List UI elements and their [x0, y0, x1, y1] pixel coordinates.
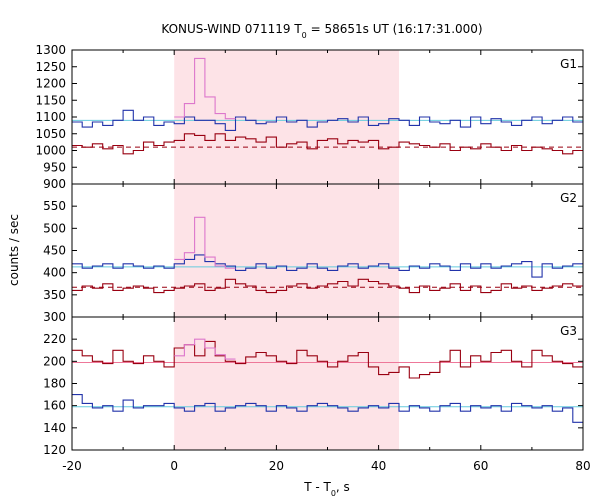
y-tick-label: 1200 [35, 77, 66, 91]
panel-frame [71, 316, 584, 451]
y-tick-label: 1000 [35, 144, 66, 158]
x-tick-label: 40 [371, 459, 386, 473]
series-pink [174, 338, 236, 360]
panel-g1: 900 950 1000 1050 1100 1150 1200 1250 1300 G1 [35, 43, 584, 191]
x-tick-label: 60 [473, 459, 488, 473]
y-tick-label: 180 [43, 377, 66, 391]
panel-label: G3 [560, 324, 577, 338]
y-tick-label: 160 [43, 399, 66, 413]
y-tick-label: 1250 [35, 60, 66, 74]
series-pink [174, 216, 236, 269]
x-tick-label: 80 [575, 459, 590, 473]
series-red [72, 278, 583, 294]
series-blue [72, 394, 583, 423]
highlight-interval [174, 317, 400, 450]
y-tick-label: 550 [43, 199, 66, 213]
y-axis-label: counts / sec [7, 214, 21, 286]
x-axis-label: T - T0, s [303, 480, 350, 498]
series-blue [72, 109, 583, 131]
panel-label: G2 [560, 191, 577, 205]
panel-g2: 300 350 400 450 500 550 G2 [43, 183, 584, 324]
y-tick-label: 950 [43, 160, 66, 174]
y-tick-label: 300 [43, 310, 66, 324]
y-tick-label: 220 [43, 332, 66, 346]
y-tick-label: 140 [43, 421, 66, 435]
series-red [72, 133, 583, 155]
panel-label: G1 [560, 57, 577, 71]
y-tick-label: 350 [43, 288, 66, 302]
y-tick-label: 900 [43, 177, 66, 191]
panel-g3: 120 140 160 180 200 220 G3 [43, 316, 584, 457]
series-red [72, 340, 583, 379]
series-blue [72, 254, 583, 278]
panels-layer: 9009501000105011001150120012501300G13003… [35, 43, 584, 457]
y-tick-label: 450 [43, 244, 66, 258]
y-tick-label: 120 [43, 443, 66, 457]
x-tick-label: 0 [170, 459, 178, 473]
y-tick-label: 1050 [35, 127, 66, 141]
chart-title: KONUS-WIND 071119 T0 = 58651s UT (16:17:… [161, 22, 482, 40]
y-tick-label: 1150 [35, 93, 66, 107]
series-pink [174, 57, 236, 120]
y-tick-label: 500 [43, 221, 66, 235]
y-tick-label: 1100 [35, 110, 66, 124]
x-tick-label: -20 [62, 459, 82, 473]
x-tick-labels: -20 0 20 40 60 80 [62, 459, 590, 473]
highlight-interval [174, 184, 400, 317]
y-tick-label: 200 [43, 354, 66, 368]
y-tick-label: 400 [43, 266, 66, 280]
y-tick-label: 1300 [35, 43, 66, 57]
x-tick-label: 20 [269, 459, 284, 473]
